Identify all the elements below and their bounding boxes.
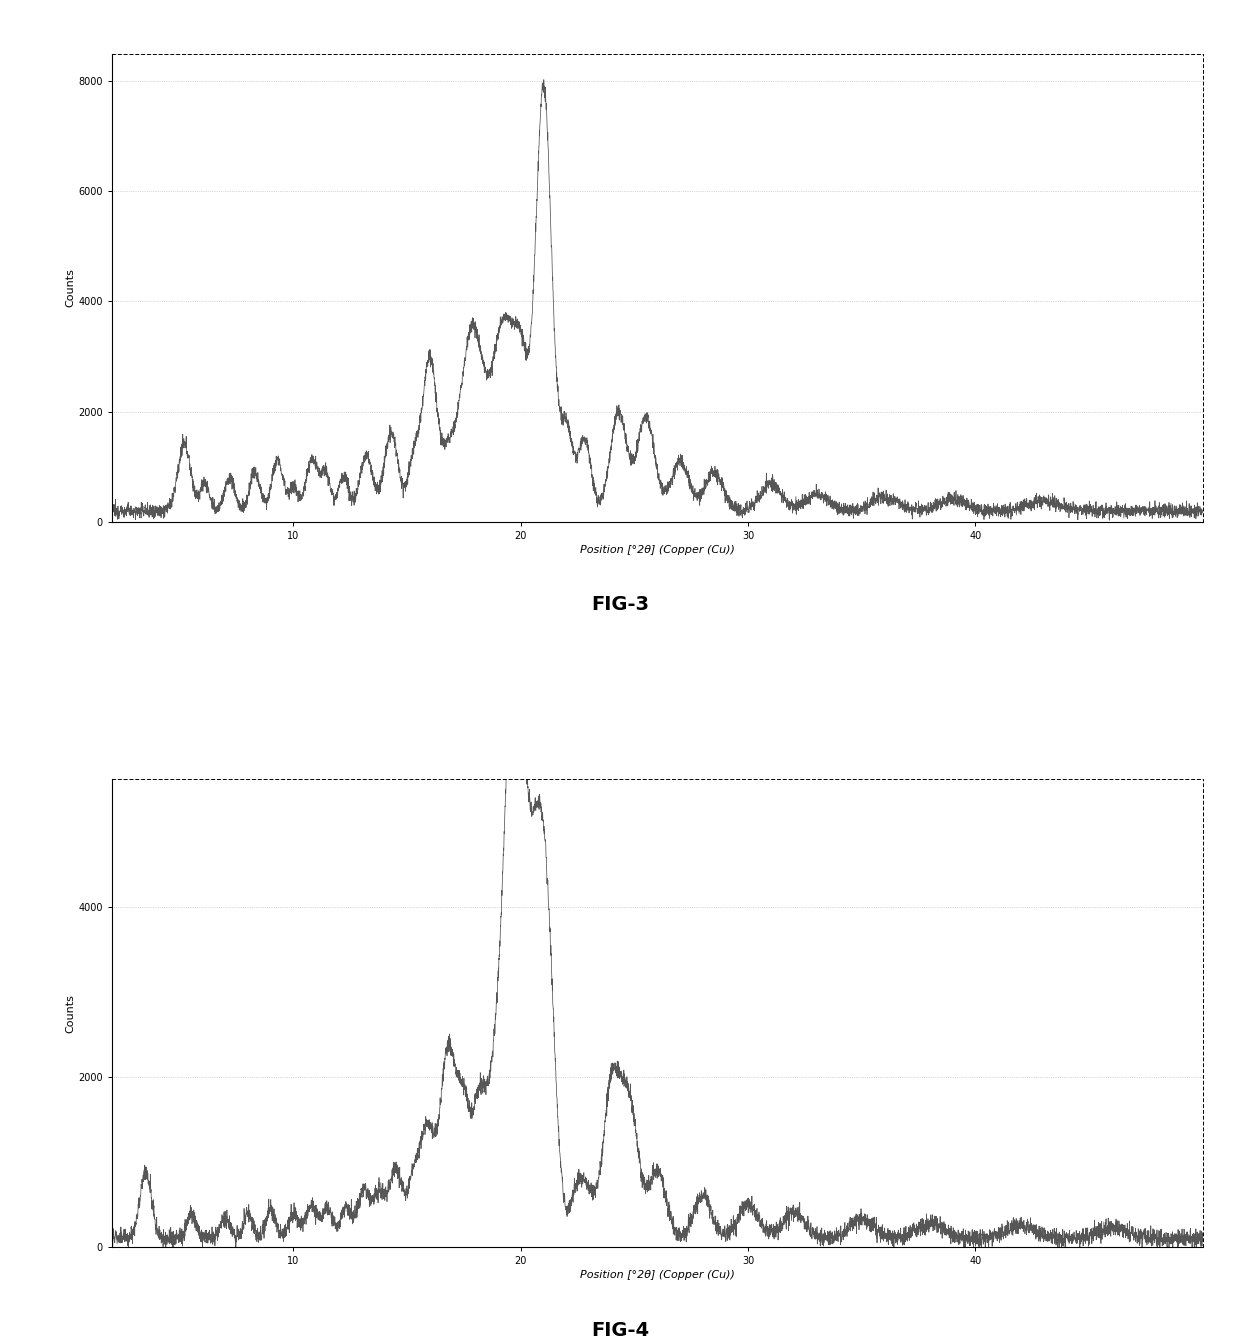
Text: FIG-3: FIG-3	[591, 595, 649, 614]
Y-axis label: Counts: Counts	[66, 994, 76, 1033]
Y-axis label: Counts: Counts	[66, 268, 76, 307]
Text: FIG-4: FIG-4	[591, 1321, 649, 1340]
X-axis label: Position [°2θ] (Copper (Cu)): Position [°2θ] (Copper (Cu))	[580, 1270, 734, 1281]
X-axis label: Position [°2θ] (Copper (Cu)): Position [°2θ] (Copper (Cu))	[580, 544, 734, 555]
